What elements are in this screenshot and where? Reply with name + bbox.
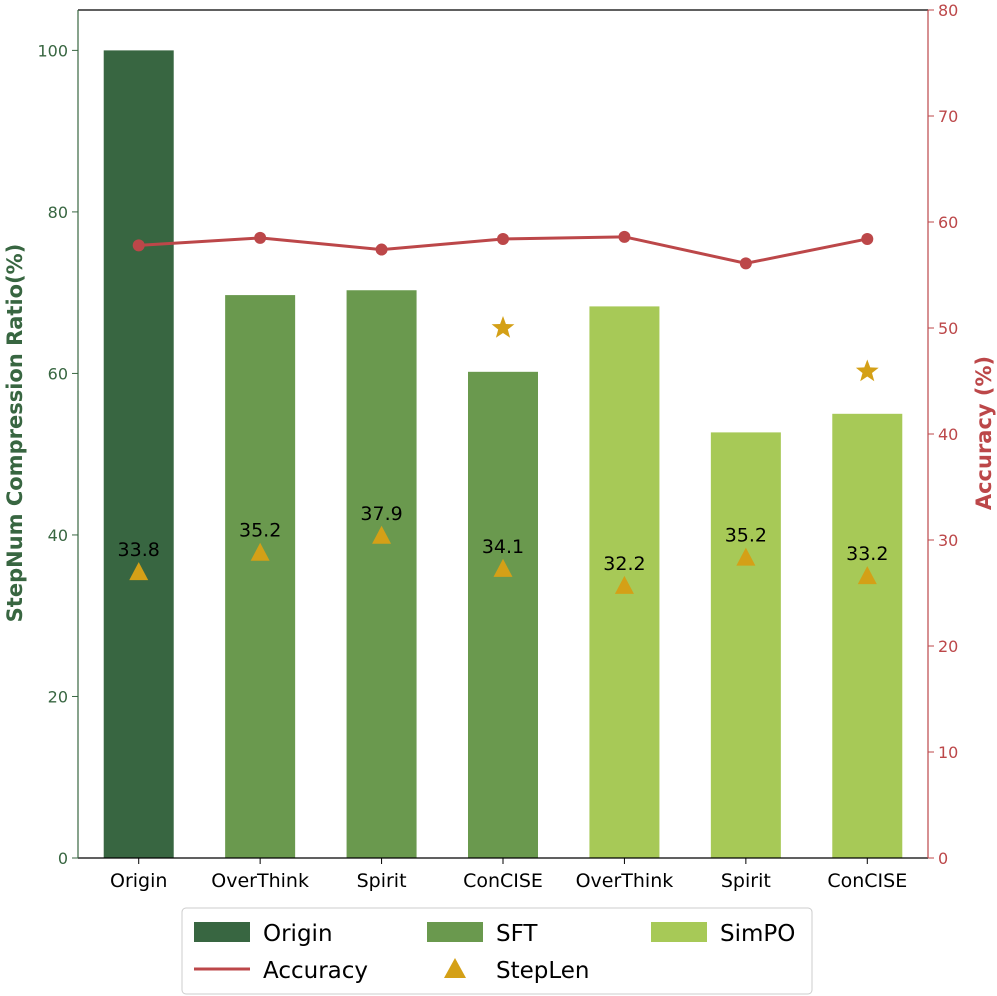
legend-label-simpo: SimPO — [720, 921, 795, 947]
star-marker-0 — [491, 316, 515, 338]
steplen-label-1: 35.2 — [239, 520, 281, 542]
x-tick-label-3: ConCISE — [463, 870, 543, 892]
steplen-label-6: 33.2 — [846, 543, 888, 565]
bar-6 — [832, 413, 903, 858]
steplen-marker-6 — [857, 566, 877, 585]
y-axis-label: StepNum Compression Ratio(%) — [3, 244, 27, 623]
y2-tick-label-7: 70 — [938, 107, 958, 126]
x-tick-label-0: Origin — [110, 870, 167, 892]
legend: Origin SFT SimPO Accuracy StepLen — [181, 907, 813, 995]
y2-tick-label-3: 30 — [938, 531, 958, 550]
steplen-label-4: 32.2 — [603, 553, 645, 575]
x-tick-label-6: ConCISE — [827, 870, 907, 892]
y-tick-label-4: 80 — [48, 203, 68, 222]
accuracy-point-4 — [618, 230, 631, 243]
y2-tick-label-4: 40 — [938, 425, 958, 444]
y2-tick-label-8: 80 — [938, 1, 958, 20]
y2-tick-label-1: 10 — [938, 743, 958, 762]
steplen-marker-1 — [250, 542, 270, 561]
bar-3 — [468, 371, 538, 858]
y-tick-label-5: 100 — [37, 41, 68, 60]
legend-swatch-sft — [427, 922, 483, 942]
accuracy-point-1 — [254, 231, 267, 244]
accuracy-point-3 — [497, 232, 509, 245]
x-tick-label-4: OverThink — [576, 870, 674, 892]
x-tick-label-1: OverThink — [211, 870, 309, 892]
legend-label-sft: SFT — [496, 921, 538, 947]
steplen-label-2: 37.9 — [360, 503, 402, 525]
steplen-label-5: 35.2 — [725, 525, 767, 547]
y-tick-label-0: 0 — [58, 849, 68, 868]
accuracy-point-5 — [739, 257, 752, 270]
accuracy-point-2 — [375, 243, 388, 256]
accuracy-point-0 — [132, 239, 145, 252]
y2-axis-label: Accuracy (%) — [972, 356, 996, 510]
y-tick-label-1: 20 — [48, 687, 68, 706]
steplen-marker-5 — [736, 547, 756, 566]
y2-tick-label-6: 60 — [938, 213, 958, 232]
x-tick-label-2: Spirit — [357, 870, 407, 892]
y2-tick-label-0: 0 — [938, 849, 948, 868]
y2-tick-label-2: 20 — [938, 637, 958, 656]
x-tick-label-5: Spirit — [721, 870, 771, 892]
legend-swatch-steplen — [444, 958, 466, 978]
accuracy-point-6 — [861, 232, 874, 245]
steplen-marker-0 — [129, 562, 149, 581]
legend-swatch-simpo — [651, 922, 707, 942]
legend-label-origin: Origin — [263, 921, 333, 947]
steplen-label-0: 33.8 — [118, 539, 160, 561]
axes-layer: 0 20 40 60 80 100 0 10 20 30 40 50 60 70 80 Origin OverT… — [37, 1, 958, 892]
y-tick-label-2: 40 — [48, 526, 68, 545]
bars-layer — [103, 50, 903, 859]
bar-2 — [346, 290, 417, 859]
bar-0 — [103, 50, 174, 858]
legend-label-steplen: StepLen — [496, 958, 590, 984]
accuracy-line-layer — [132, 230, 874, 270]
bar-1 — [225, 295, 296, 858]
y2-tick-label-5: 50 — [938, 319, 958, 338]
bar-5 — [710, 432, 781, 858]
legend-label-accuracy: Accuracy — [263, 958, 368, 984]
y-tick-label-3: 60 — [48, 364, 68, 383]
steplen-label-3: 34.1 — [482, 536, 524, 558]
legend-swatch-origin — [194, 922, 250, 942]
steplen-markers-layer: 33.8 35.2 37.9 34.1 32.2 35.2 33.2 — [118, 316, 888, 594]
star-marker-1 — [855, 359, 879, 382]
steplen-marker-2 — [372, 525, 392, 544]
steplen-marker-4 — [614, 575, 634, 594]
steplen-marker-3 — [493, 558, 513, 577]
